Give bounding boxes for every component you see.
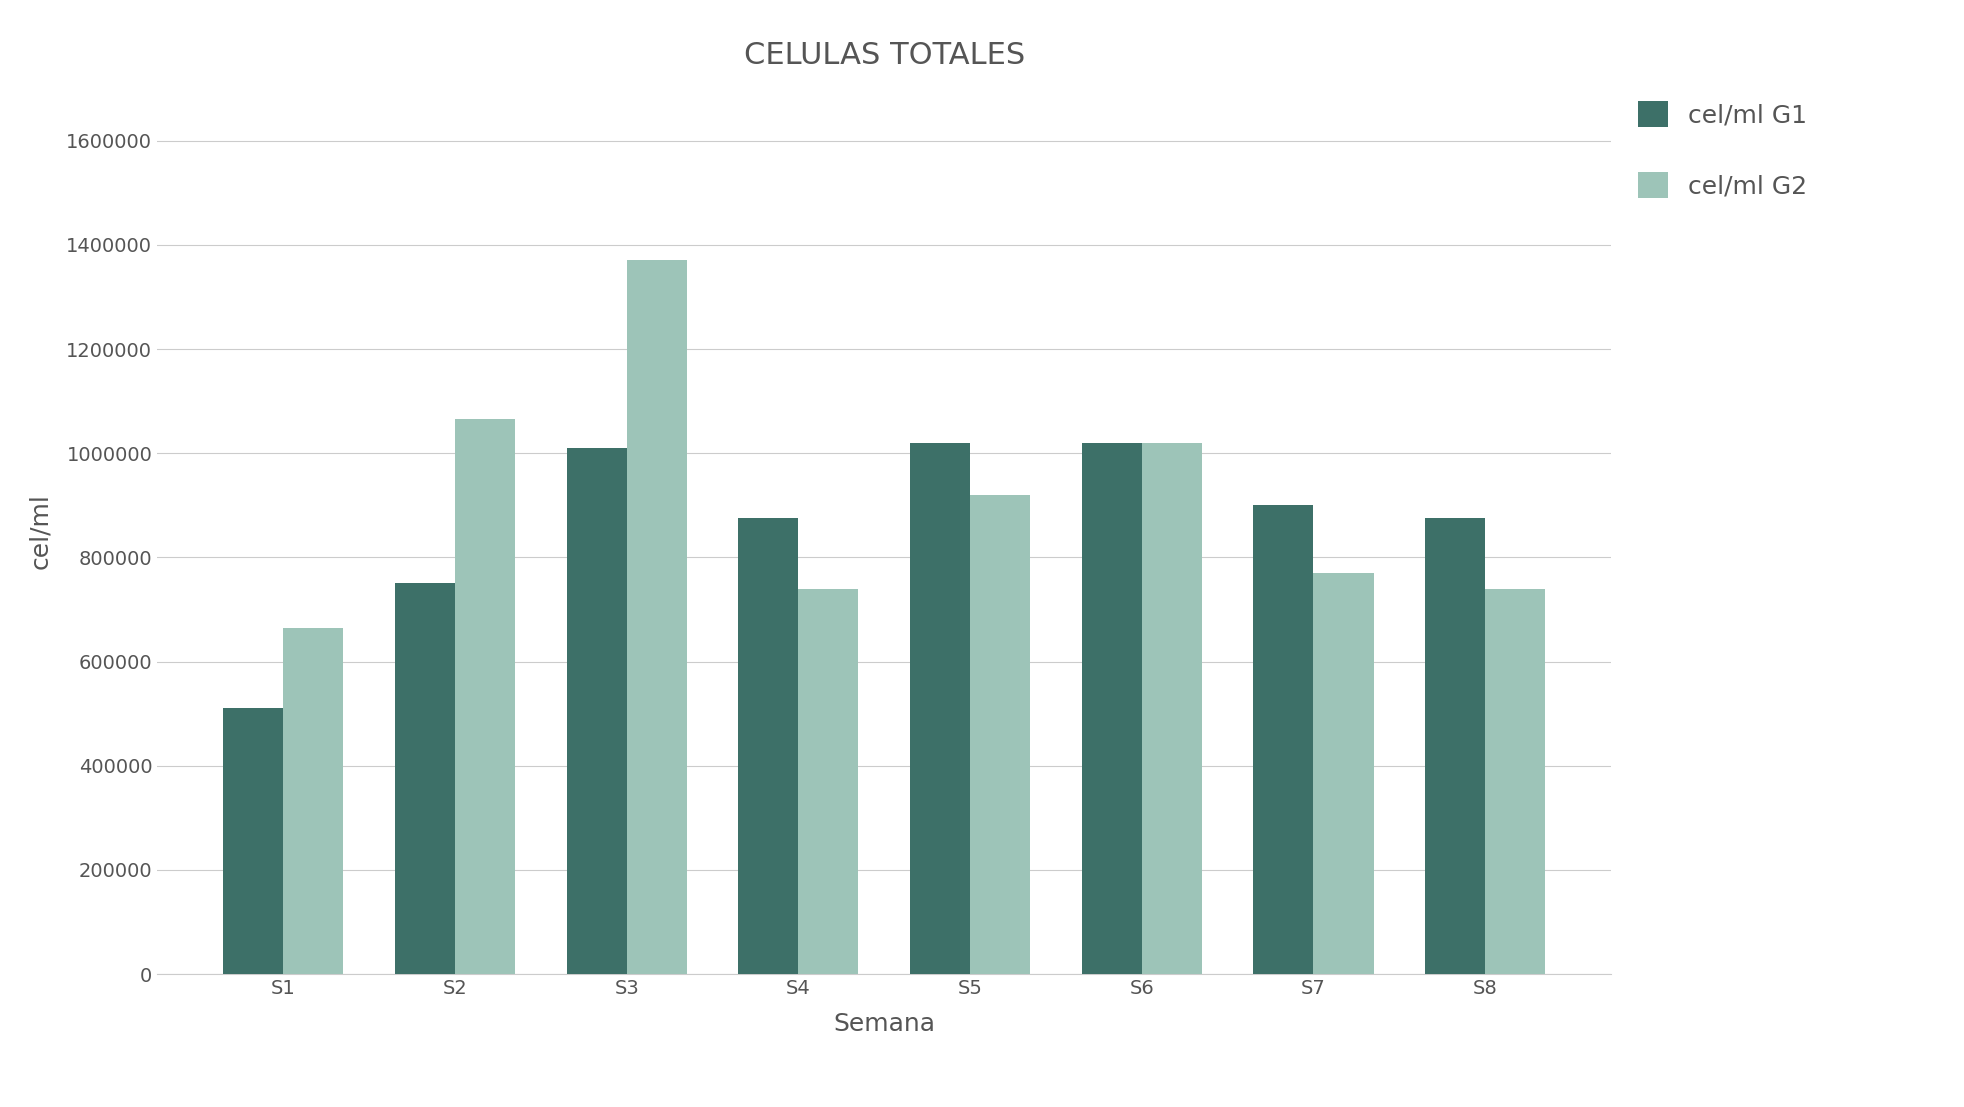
Bar [395, 583, 456, 974]
Bar [627, 260, 687, 974]
Bar [797, 589, 858, 974]
Bar [1485, 589, 1544, 974]
Bar [1312, 573, 1373, 974]
Bar [224, 708, 283, 974]
X-axis label: Semana: Semana [833, 1012, 935, 1036]
Legend: cel/ml G1, cel/ml G2: cel/ml G1, cel/ml G2 [1638, 101, 1807, 198]
Bar [970, 495, 1029, 974]
Bar [283, 628, 344, 974]
Bar [456, 420, 515, 974]
Bar [1141, 443, 1202, 974]
Bar [566, 448, 627, 974]
Y-axis label: cel/ml: cel/ml [27, 494, 53, 569]
Bar [909, 443, 970, 974]
Bar [1253, 505, 1312, 974]
Bar [1424, 518, 1485, 974]
Title: CELULAS TOTALES: CELULAS TOTALES [742, 41, 1025, 70]
Bar [738, 518, 797, 974]
Bar [1080, 443, 1141, 974]
